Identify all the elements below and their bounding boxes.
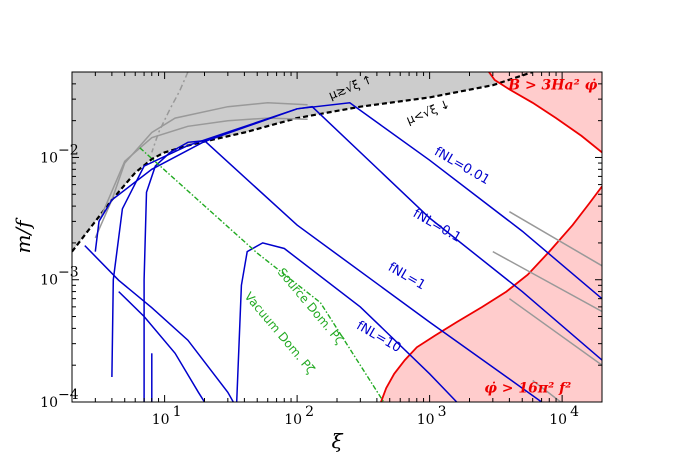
y-axis-title: m/f (11, 217, 35, 254)
gray-curve (509, 211, 602, 267)
regions-layer (72, 72, 602, 402)
annotation-label: fNL=0.01 (432, 144, 493, 188)
fnl-contour (84, 245, 234, 402)
x-tick-label: 10 (417, 412, 435, 428)
y-tick-exponent: −3 (58, 265, 79, 281)
annotation-label: fNL=0.1 (410, 206, 464, 246)
fnl-contour (143, 139, 543, 402)
y-tick-label: 10 (40, 150, 58, 166)
annotation-label: φ̇ > 16π² f² (484, 379, 571, 396)
gray-curve (492, 250, 602, 313)
y-tick-exponent: −4 (58, 387, 79, 403)
strong-coupling-boundary (380, 185, 602, 402)
ticks-layer: 10 1 10 2 10 3 10 410 −410 −310 −2 (40, 72, 602, 428)
x-axis-title: ξ (331, 429, 343, 453)
x-tick-exponent: 1 (173, 404, 182, 420)
x-tick-exponent: 2 (305, 404, 314, 420)
fnl-contour (111, 105, 602, 378)
gray-curve (508, 298, 602, 366)
excluded-region-backreaction (488, 72, 602, 153)
x-tick-label: 10 (152, 412, 170, 428)
y-tick-label: 10 (40, 273, 58, 289)
gray-curve (151, 72, 189, 153)
y-tick-exponent: −2 (58, 142, 79, 158)
annotation-label: μ<√ξ ↓ (404, 97, 452, 127)
source-vacuum-line (139, 147, 385, 402)
gray-curve (532, 379, 562, 402)
x-tick-label: 10 (284, 412, 302, 428)
fnl-contour (118, 291, 206, 402)
x-tick-exponent: 3 (438, 404, 447, 420)
gray-curve (94, 102, 308, 239)
annotation-label: B > 3Ha² φ̇ (507, 76, 597, 93)
fnl-contour (235, 242, 458, 402)
backreaction-boundary (488, 72, 602, 154)
curves-layer (72, 72, 602, 402)
x-tick-exponent: 4 (570, 404, 579, 420)
x-tick-label: 10 (549, 412, 567, 428)
annotation-label: fNL=1 (385, 260, 428, 293)
excluded-region-gray (72, 72, 602, 252)
excluded-region-strong-coupling (381, 186, 602, 402)
y-tick-label: 10 (40, 395, 58, 411)
